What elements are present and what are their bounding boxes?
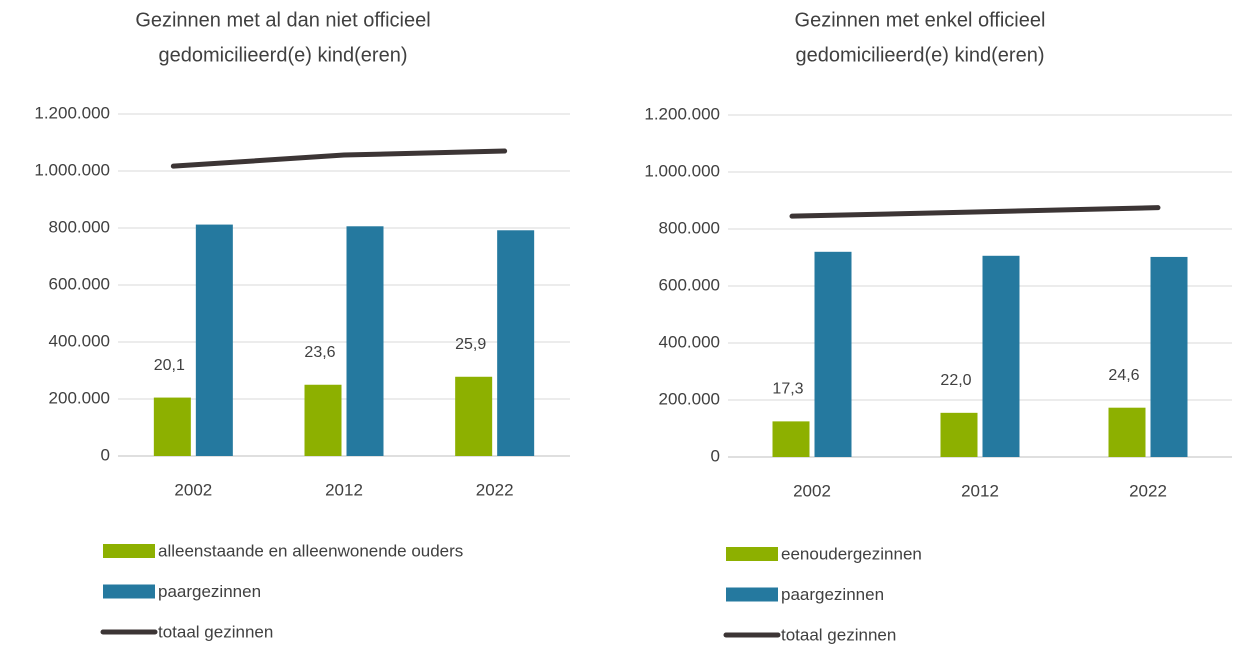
data-label: 20,1 (154, 357, 185, 374)
x-tick-label: 2002 (174, 480, 212, 499)
legend-swatch (103, 584, 155, 599)
bar (1150, 256, 1188, 457)
chart-title: Gezinnen met al dan niet officieel (135, 9, 430, 31)
y-tick-label: 800.000 (49, 217, 110, 236)
line (789, 205, 1161, 219)
bar (497, 230, 535, 456)
chart-title: Gezinnen met enkel officieel (795, 9, 1046, 31)
legend-label: eenoudergezinnen (781, 544, 922, 563)
bar (940, 412, 978, 457)
bar (153, 397, 191, 456)
x-tick-label: 2012 (961, 481, 999, 500)
legend-label: alleenstaande en alleenwonende ouders (158, 541, 463, 560)
line (170, 148, 508, 169)
data-label: 22,0 (940, 372, 971, 389)
y-tick-label: 800.000 (659, 218, 720, 237)
y-tick-label: 1.000.000 (644, 161, 720, 180)
bar (814, 251, 852, 457)
legend-swatch (726, 587, 778, 602)
x-tick-label: 2022 (1129, 481, 1167, 500)
x-tick-label: 2022 (476, 480, 514, 499)
y-tick-label: 400.000 (659, 332, 720, 351)
bar (1108, 407, 1146, 457)
data-label: 25,9 (455, 336, 486, 353)
bar (346, 226, 384, 456)
bar (772, 421, 810, 457)
bar (982, 255, 1020, 457)
y-tick-label: 1.200.000 (34, 103, 110, 122)
y-tick-label: 0 (711, 446, 720, 465)
legend-label: paargezinnen (158, 582, 261, 601)
chart-title: gedomicilieerd(e) kind(eren) (796, 44, 1045, 66)
chart-title: gedomicilieerd(e) kind(eren) (159, 44, 408, 66)
legend-label: totaal gezinnen (781, 625, 896, 644)
bar (455, 376, 493, 456)
data-label: 17,3 (772, 381, 803, 398)
y-tick-label: 400.000 (49, 331, 110, 350)
data-label: 24,6 (1108, 367, 1139, 384)
y-tick-label: 1.000.000 (34, 160, 110, 179)
y-tick-label: 1.200.000 (644, 104, 720, 123)
y-tick-label: 600.000 (659, 275, 720, 294)
legend-label: paargezinnen (781, 585, 884, 604)
x-tick-label: 2002 (793, 481, 831, 500)
legend-swatch (726, 547, 778, 561)
x-tick-label: 2012 (325, 480, 363, 499)
bar (195, 224, 233, 456)
y-tick-label: 200.000 (659, 389, 720, 408)
y-tick-label: 0 (101, 445, 110, 464)
y-tick-label: 600.000 (49, 274, 110, 293)
legend-label: totaal gezinnen (158, 622, 273, 641)
legend-swatch (103, 544, 155, 558)
data-label: 23,6 (304, 344, 335, 361)
y-tick-label: 200.000 (49, 388, 110, 407)
bar (304, 384, 342, 456)
